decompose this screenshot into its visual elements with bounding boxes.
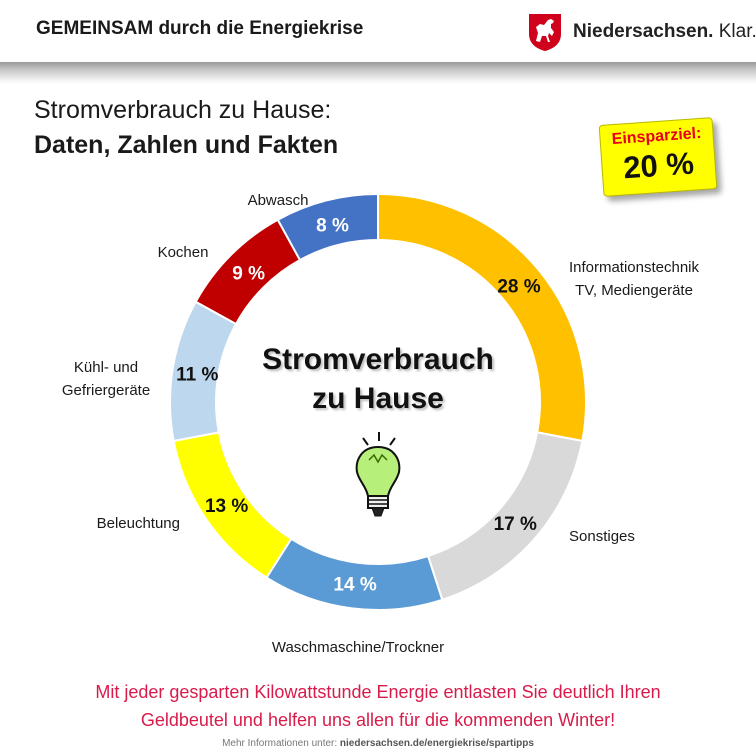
horse-crest-icon bbox=[529, 14, 561, 51]
campaign-title: GEMEINSAM durch die Energiekrise bbox=[36, 18, 364, 39]
footer-source: Mehr Informationen unter: niedersachsen.… bbox=[0, 738, 756, 749]
slice-category-label: Sonstiges bbox=[569, 528, 635, 545]
headline: Stromverbrauch zu Hause: bbox=[34, 96, 332, 124]
slice-value-label: 11 % bbox=[176, 364, 218, 385]
slice-value-label: 17 % bbox=[494, 514, 537, 535]
slice-value-label: 14 % bbox=[333, 575, 376, 596]
footer-message-line2: Geldbeutel und helfen uns allen für die … bbox=[140, 710, 616, 730]
center-title-line1: Stromverbrauch bbox=[262, 343, 494, 376]
light-bulb-icon bbox=[355, 432, 401, 517]
chart-center-title: Stromverbrauch zu Hause bbox=[218, 340, 538, 418]
header-bar: GEMEINSAM durch die Energiekrise Nieders… bbox=[0, 0, 756, 62]
slice-category-label: Kühl- und Gefriergeräte bbox=[62, 359, 150, 399]
footer-source-link[interactable]: niedersachsen.de/energiekrise/spartipps bbox=[339, 738, 534, 749]
slice-value-label: 8 % bbox=[316, 216, 349, 237]
slice-value-label: 9 % bbox=[232, 264, 265, 285]
slice-category-label: Waschmaschine/Trockner bbox=[272, 639, 444, 656]
brand-suffix: Klar. bbox=[718, 21, 756, 42]
slice-value-label: 13 % bbox=[205, 496, 248, 517]
footer-message: Mit jeder gesparten Kilowattstunde Energ… bbox=[0, 678, 756, 734]
subheadline: Daten, Zahlen und Fakten bbox=[34, 131, 339, 159]
footer-message-line1: Mit jeder gesparten Kilowattstunde Energ… bbox=[95, 682, 661, 702]
brand-logo[interactable]: Niedersachsen. Klar. bbox=[527, 12, 756, 52]
slice-category-label: Kochen bbox=[158, 244, 209, 261]
donut-slice bbox=[276, 192, 379, 262]
brand-name: Niedersachsen. bbox=[573, 21, 714, 42]
slice-value-label: 28 % bbox=[497, 276, 540, 297]
slice-category-label: Informationstechnik TV, Mediengeräte bbox=[569, 259, 700, 299]
slice-category-label: Beleuchtung bbox=[97, 515, 180, 532]
header-shadow bbox=[0, 62, 756, 84]
center-title-line2: zu Hause bbox=[312, 382, 444, 415]
footer-source-prefix: Mehr Informationen unter: bbox=[222, 738, 338, 749]
brand-wordmark: Niedersachsen. Klar. bbox=[573, 21, 756, 43]
slice-category-label: Abwasch bbox=[248, 192, 309, 209]
